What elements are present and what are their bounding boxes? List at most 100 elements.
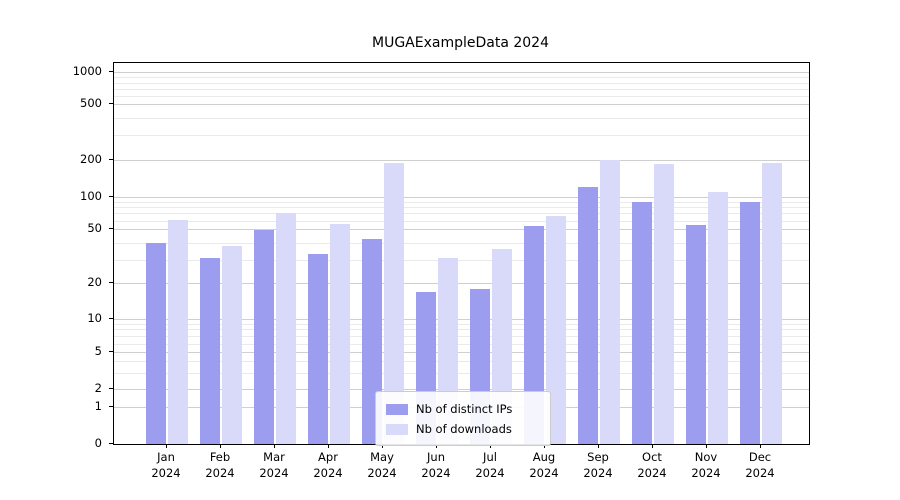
bar-distinct-ips (308, 254, 328, 444)
x-tick-mark (706, 444, 707, 448)
x-tick-mark (436, 444, 437, 448)
x-tick-mark (760, 444, 761, 448)
y-tick-mark (109, 159, 113, 160)
legend-label-distinct-ips: Nb of distinct IPs (416, 402, 513, 416)
minor-gridline (114, 336, 809, 337)
minor-gridline (114, 243, 809, 244)
minor-gridline (114, 213, 809, 214)
bar-downloads (762, 163, 782, 444)
x-tick-label: Sep 2024 (583, 450, 613, 480)
minor-gridline (114, 324, 809, 325)
minor-gridline (114, 118, 809, 119)
x-tick-mark (490, 444, 491, 448)
minor-gridline (114, 135, 809, 136)
major-gridline (114, 160, 809, 161)
major-gridline (114, 319, 809, 320)
y-tick-label: 500 (80, 96, 102, 110)
minor-gridline (114, 83, 809, 84)
major-gridline (114, 104, 809, 105)
x-tick-label: May 2024 (367, 450, 397, 480)
bar-distinct-ips (686, 225, 706, 444)
x-tick-label: Mar 2024 (259, 450, 289, 480)
major-gridline (114, 389, 809, 390)
major-gridline (114, 197, 809, 198)
minor-gridline (114, 329, 809, 330)
x-tick-mark (220, 444, 221, 448)
y-tick-mark (109, 196, 113, 197)
x-tick-label: Jan 2024 (151, 450, 181, 480)
legend-label-downloads: Nb of downloads (416, 422, 512, 436)
y-tick-label: 2 (94, 381, 102, 395)
chart-title: MUGAExampleData 2024 (372, 35, 549, 51)
y-tick-mark (109, 282, 113, 283)
x-tick-label: Oct 2024 (637, 450, 667, 480)
minor-gridline (114, 373, 809, 374)
legend-item-downloads: Nb of downloads (386, 419, 540, 439)
y-tick-mark (109, 406, 113, 407)
x-tick-label: Jun 2024 (421, 450, 451, 480)
legend-swatch-downloads (386, 423, 408, 435)
minor-gridline (114, 202, 809, 203)
minor-gridline (114, 77, 809, 78)
y-tick-mark (109, 351, 113, 352)
major-gridline (114, 229, 809, 230)
x-tick-mark (598, 444, 599, 448)
legend-swatch-distinct-ips (386, 403, 408, 415)
y-tick-mark (109, 228, 113, 229)
y-tick-label: 0 (94, 436, 102, 450)
x-tick-mark (652, 444, 653, 448)
minor-gridline (114, 344, 809, 345)
bar-distinct-ips (578, 187, 598, 444)
y-tick-label: 5 (94, 344, 102, 358)
y-tick-label: 20 (87, 275, 102, 289)
x-tick-label: Dec 2024 (745, 450, 775, 480)
y-tick-mark (109, 388, 113, 389)
minor-gridline (114, 96, 809, 97)
plot-area: Nb of distinct IPs Nb of downloads (113, 62, 810, 446)
y-tick-label: 50 (87, 221, 102, 235)
minor-gridline (114, 89, 809, 90)
x-tick-label: Feb 2024 (205, 450, 235, 480)
bar-downloads (384, 163, 404, 444)
bar-distinct-ips (146, 243, 166, 444)
minor-gridline (114, 221, 809, 222)
bar-downloads (600, 160, 620, 444)
x-tick-label: Apr 2024 (313, 450, 343, 480)
major-gridline (114, 283, 809, 284)
x-tick-mark (166, 444, 167, 448)
x-tick-label: Aug 2024 (529, 450, 559, 480)
y-tick-mark (109, 318, 113, 319)
bar-downloads (708, 192, 728, 444)
bar-downloads (168, 220, 188, 444)
major-gridline (114, 72, 809, 73)
legend: Nb of distinct IPs Nb of downloads (375, 391, 551, 446)
y-tick-mark (109, 103, 113, 104)
bar-distinct-ips (524, 226, 544, 444)
bar-downloads (546, 216, 566, 444)
x-tick-mark (274, 444, 275, 448)
y-tick-label: 100 (80, 189, 102, 203)
bar-downloads (276, 213, 296, 444)
minor-gridline (114, 361, 809, 362)
y-tick-label: 200 (80, 152, 102, 166)
minor-gridline (114, 207, 809, 208)
x-tick-label: Jul 2024 (475, 450, 505, 480)
major-gridline (114, 352, 809, 353)
bar-distinct-ips (254, 230, 274, 444)
x-tick-label: Nov 2024 (691, 450, 721, 480)
y-tick-label: 1 (94, 399, 102, 413)
legend-item-distinct-ips: Nb of distinct IPs (386, 399, 540, 419)
y-tick-mark (109, 71, 113, 72)
x-tick-mark (544, 444, 545, 448)
bar-distinct-ips (632, 202, 652, 444)
y-tick-mark (109, 443, 113, 444)
x-tick-mark (382, 444, 383, 448)
minor-gridline (114, 260, 809, 261)
bar-distinct-ips (740, 202, 760, 444)
y-tick-label: 10 (87, 311, 102, 325)
bar-downloads (222, 246, 242, 444)
x-tick-mark (328, 444, 329, 448)
bar-distinct-ips (200, 258, 220, 444)
y-tick-label: 1000 (72, 64, 102, 78)
